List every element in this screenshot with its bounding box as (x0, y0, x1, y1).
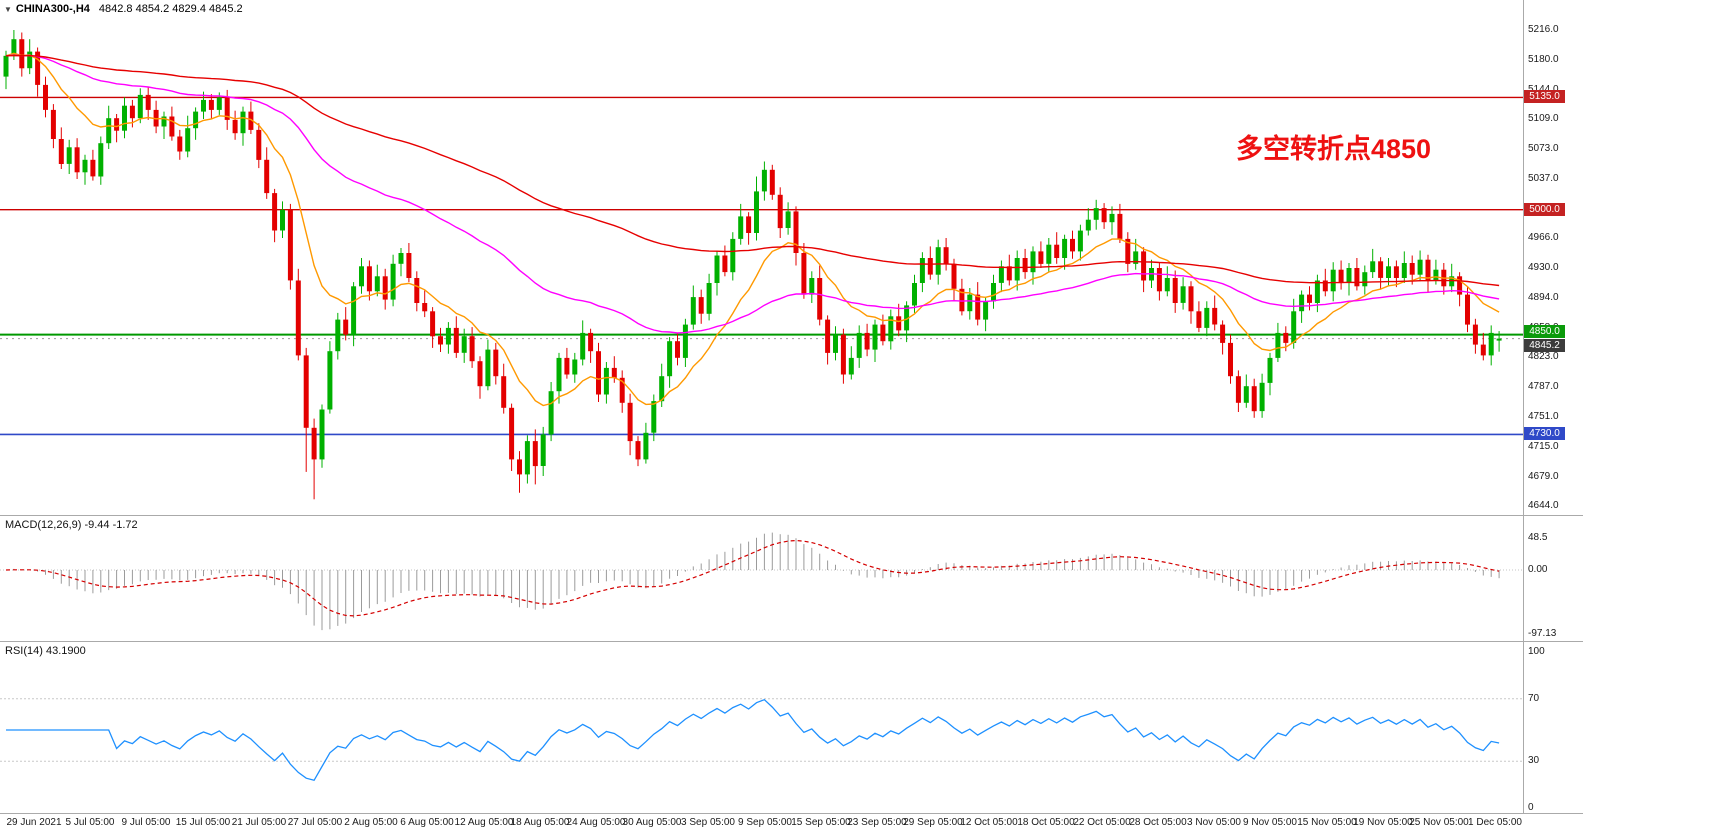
symbol-title: CHINA300-,H4 (15, 3, 90, 15)
chart-annotation: 多空转折点4850 (1236, 134, 1432, 164)
symbol-dropdown-icon[interactable]: ▼ (4, 5, 12, 14)
rsi-label: RSI(14) 43.1900 (5, 645, 86, 657)
ohlc-values: 4842.8 4854.2 4829.4 4845.2 (98, 3, 243, 15)
macd-label: MACD(12,26,9) -9.44 -1.72 (5, 519, 138, 531)
chart-ohlc-readout: ▼ CHINA300-,H4 4842.8 4854.2 4829.4 4845.2 (4, 3, 243, 15)
